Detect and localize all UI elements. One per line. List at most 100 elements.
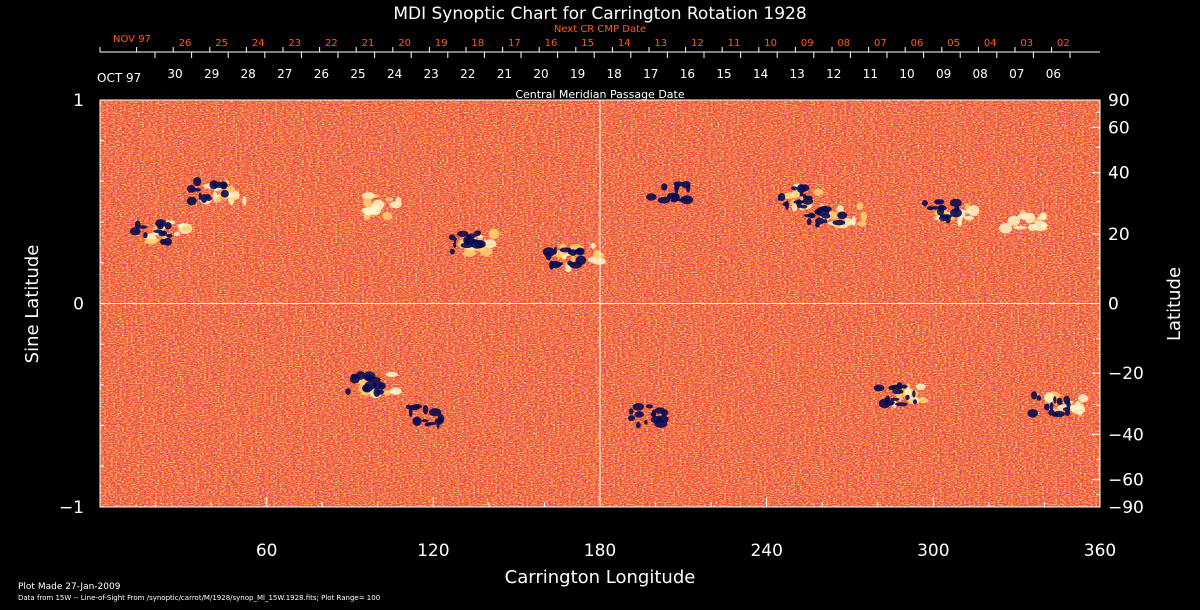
negative-flux-patch xyxy=(363,371,376,381)
positive-flux-patch xyxy=(963,215,974,221)
positive-flux-patch xyxy=(463,249,476,257)
top-inner-date-label: 18 xyxy=(607,67,622,81)
top-outer-date-label: 14 xyxy=(618,38,631,49)
negative-flux-patch xyxy=(674,183,680,191)
top-outer-date-label: 02 xyxy=(1057,38,1070,49)
positive-flux-patch xyxy=(965,203,970,210)
negative-flux-patch xyxy=(412,417,420,423)
top-inner-date-label: 16 xyxy=(680,67,695,81)
negative-flux-patch xyxy=(823,219,828,224)
negative-flux-patch xyxy=(1036,395,1042,401)
top-outer-date-label: 24 xyxy=(252,38,265,49)
negative-flux-patch xyxy=(138,225,148,229)
top-outer-date-label: 10 xyxy=(764,38,777,49)
chart-title: MDI Synoptic Chart for Carrington Rotati… xyxy=(393,4,806,24)
negative-flux-patch xyxy=(549,260,554,270)
top-outer-date-label: 15 xyxy=(581,38,594,49)
top-inner-date-label: 22 xyxy=(460,67,475,81)
positive-flux-patch xyxy=(488,228,500,240)
negative-flux-patch xyxy=(791,186,798,191)
positive-flux-patch xyxy=(242,196,247,206)
top-outer-date-label: 19 xyxy=(435,38,448,49)
negative-flux-patch xyxy=(129,227,141,236)
x-tick-label: 60 xyxy=(256,541,278,561)
negative-flux-patch xyxy=(191,187,201,192)
positive-flux-patch xyxy=(231,197,236,202)
positive-flux-patch xyxy=(383,389,391,396)
top-inner-date-label: 14 xyxy=(753,67,768,81)
negative-flux-patch xyxy=(474,230,482,236)
positive-flux-patch xyxy=(843,217,853,227)
negative-flux-patch xyxy=(1064,409,1071,417)
positive-flux-patch xyxy=(827,211,840,220)
top-outer-date-label: 11 xyxy=(728,38,741,49)
negative-flux-patch xyxy=(825,208,830,214)
negative-flux-patch xyxy=(405,404,412,410)
top-outer-date-label: 09 xyxy=(801,38,814,49)
negative-flux-patch xyxy=(670,199,678,203)
top-axis-outer: Next CR CMP Date NOV 97 26 25 24 23 22 21 20 19… xyxy=(99,24,1100,53)
positive-flux-patch xyxy=(856,202,864,211)
top-outer-date-label: 21 xyxy=(362,38,375,49)
right-tick-label: −90 xyxy=(1108,498,1144,518)
top-inner-date-label: 20 xyxy=(533,67,548,81)
negative-flux-patch xyxy=(193,177,202,187)
x-tick-label: 180 xyxy=(584,541,616,561)
negative-flux-patch xyxy=(1051,412,1059,417)
negative-flux-patch xyxy=(778,192,786,202)
positive-flux-patch xyxy=(1007,215,1020,226)
negative-flux-patch xyxy=(155,219,167,228)
negative-flux-patch xyxy=(453,236,457,242)
top-outer-date-label: 07 xyxy=(874,38,887,49)
negative-flux-patch xyxy=(949,198,962,207)
negative-flux-patch xyxy=(646,193,657,201)
top-inner-date-label: 12 xyxy=(826,67,841,81)
top-inner-date-label: 23 xyxy=(424,67,439,81)
right-tick-label: 20 xyxy=(1108,225,1130,245)
positive-flux-patch xyxy=(214,197,222,203)
negative-flux-patch xyxy=(220,189,229,198)
right-tick-label: −20 xyxy=(1108,364,1144,384)
left-tick-label: 0 xyxy=(73,295,84,315)
top-inner-date-label: 26 xyxy=(314,67,329,81)
negative-flux-patch xyxy=(220,183,225,188)
negative-flux-patch xyxy=(212,181,223,188)
left-axis-label: Sine Latitude xyxy=(22,245,43,364)
top-outer-date-label: 12 xyxy=(691,38,704,49)
positive-flux-patch xyxy=(915,383,926,391)
top-axis-inner-title: Central Meridian Passage Date xyxy=(515,88,684,101)
negative-flux-patch xyxy=(912,399,918,405)
top-inner-date-label: 30 xyxy=(167,67,182,81)
negative-flux-patch xyxy=(569,261,582,269)
positive-flux-patch xyxy=(590,242,596,249)
negative-flux-patch xyxy=(424,422,431,427)
positive-flux-patch xyxy=(793,189,799,199)
positive-flux-patch xyxy=(957,217,963,227)
x-tick-label: 300 xyxy=(917,541,949,561)
negative-flux-patch xyxy=(930,206,940,210)
top-outer-date-label: 05 xyxy=(947,38,960,49)
negative-flux-patch xyxy=(799,204,808,209)
negative-flux-patch xyxy=(873,384,885,392)
negative-flux-patch xyxy=(878,398,891,409)
positive-flux-patch xyxy=(860,211,868,222)
negative-flux-patch xyxy=(1049,401,1054,412)
top-inner-date-label: 29 xyxy=(204,67,219,81)
top-inner-date-label: 11 xyxy=(863,67,878,81)
positive-flux-patch xyxy=(1074,400,1081,411)
negative-flux-patch xyxy=(896,382,903,389)
negative-flux-patch xyxy=(345,388,351,395)
top-axis-inner-ticks: 30 29 28 27 26 25 24 23 22 21 20 19 18 17 16 15 14 13 12 11… xyxy=(154,52,1071,81)
negative-flux-patch xyxy=(681,180,691,189)
top-outer-date-label: 25 xyxy=(215,38,228,49)
negative-flux-patch xyxy=(912,390,916,398)
plot-made-text: Plot Made 27-Jan-2009 xyxy=(18,582,121,592)
negative-flux-patch xyxy=(950,208,962,218)
top-inner-date-label: 10 xyxy=(899,67,914,81)
negative-flux-patch xyxy=(661,183,668,191)
top-outer-date-label: 03 xyxy=(1020,38,1033,49)
top-inner-date-label: 17 xyxy=(643,67,658,81)
positive-flux-patch xyxy=(856,221,868,227)
negative-flux-patch xyxy=(628,408,634,415)
positive-flux-patch xyxy=(999,223,1012,234)
